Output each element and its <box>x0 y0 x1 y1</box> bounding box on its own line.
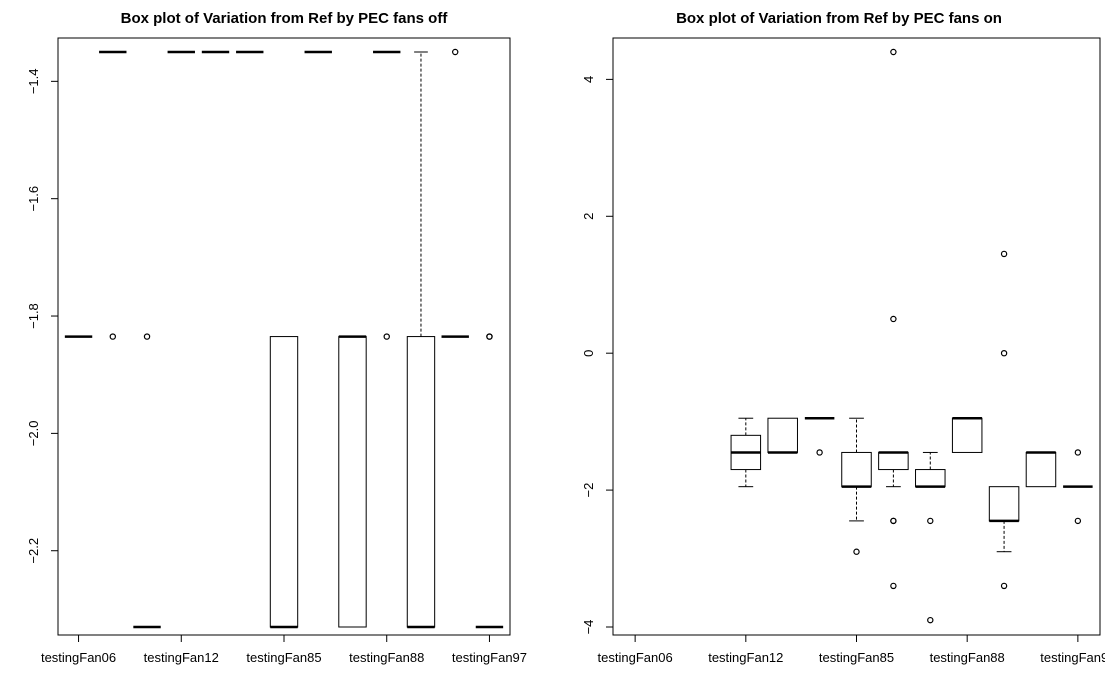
outlier-point <box>143 333 151 340</box>
x-tick-label: testingFan97 <box>452 650 527 665</box>
box-group <box>269 336 299 629</box>
box <box>338 336 367 628</box>
outlier-point <box>452 48 459 56</box>
outlier-point <box>383 333 390 340</box>
plot-frame <box>612 37 1101 636</box>
box-group <box>988 250 1020 590</box>
y-tick-label: −2 <box>581 483 596 498</box>
outlier-point <box>1074 517 1082 525</box>
y-tick-label: 0 <box>581 350 596 357</box>
outlier-point <box>1000 250 1008 258</box>
box-group <box>951 416 983 453</box>
box-group <box>915 451 946 624</box>
x-tick-label: testingFan85 <box>819 650 894 665</box>
box-group <box>1063 449 1093 525</box>
box <box>767 417 798 453</box>
box <box>406 336 436 628</box>
chart-title: Box plot of Variation from Ref by PEC fa… <box>121 10 449 27</box>
outlier-point <box>890 517 897 525</box>
outlier-point <box>1000 349 1008 357</box>
y-axis: −1.4 −1.6 −1.8 −2.0 −2.2 <box>26 69 58 564</box>
boxes <box>730 48 1093 624</box>
y-tick-label: −4 <box>581 620 596 635</box>
x-tick-label: testingFan85 <box>246 650 321 665</box>
x-tick-label: testingFan06 <box>598 650 673 665</box>
outlier-point <box>927 616 934 624</box>
box-group <box>878 48 909 590</box>
x-tick-label: testingFan88 <box>349 650 424 665</box>
chart-fans-off: Box plot of Variation from Ref by PEC fa… <box>26 10 527 665</box>
y-tick-label: −2.0 <box>26 421 41 447</box>
box-group <box>441 48 469 338</box>
x-tick-label: testingFan88 <box>930 650 1005 665</box>
outlier-point <box>109 333 116 340</box>
x-tick-label: testingFan12 <box>144 650 219 665</box>
box-group <box>373 50 401 340</box>
x-tick-label: testingFan97 <box>1040 650 1105 665</box>
box-group <box>841 417 872 555</box>
box <box>988 486 1020 522</box>
outlier-point <box>816 449 823 456</box>
outlier-point <box>890 315 897 323</box>
outlier-point <box>853 548 860 555</box>
chart-title: Box plot of Variation from Ref by PEC fa… <box>676 10 1002 27</box>
outlier-point <box>890 582 897 590</box>
box <box>915 469 946 488</box>
box <box>878 451 909 471</box>
x-axis: testingFan06 testingFan12 testingFan85 test… <box>41 635 527 665</box>
y-axis: 4 2 0 −2 −4 <box>581 76 613 635</box>
x-tick-label: testingFan12 <box>708 650 783 665</box>
y-tick-label: −1.8 <box>26 303 41 329</box>
box <box>269 336 299 628</box>
x-axis: testingFan06 testingFan12 testingFan85 test… <box>598 635 1105 665</box>
box-group <box>99 50 127 340</box>
box <box>1025 451 1057 488</box>
outlier-point <box>1000 582 1008 590</box>
box <box>841 451 872 488</box>
y-tick-label: −2.2 <box>26 538 41 564</box>
y-tick-label: −1.6 <box>26 186 41 212</box>
outlier-point <box>890 48 897 56</box>
y-tick-label: 4 <box>581 76 596 83</box>
box-group <box>475 333 504 629</box>
box-group <box>133 333 161 629</box>
y-tick-label: 2 <box>581 213 596 220</box>
outlier-point <box>1074 449 1082 456</box>
chart-fans-on: Box plot of Variation from Ref by PEC fa… <box>581 10 1105 665</box>
outlier-point <box>486 333 493 340</box>
box-group <box>1025 451 1057 488</box>
box-group <box>730 417 762 488</box>
x-tick-label: testingFan06 <box>41 650 116 665</box>
box-group <box>767 417 798 454</box>
box-group <box>804 416 835 456</box>
outlier-point <box>927 517 934 525</box>
y-tick-label: −1.4 <box>26 69 41 95</box>
box-group <box>406 51 436 629</box>
boxes <box>64 48 504 629</box>
box <box>951 417 983 453</box>
box-group <box>338 335 367 628</box>
